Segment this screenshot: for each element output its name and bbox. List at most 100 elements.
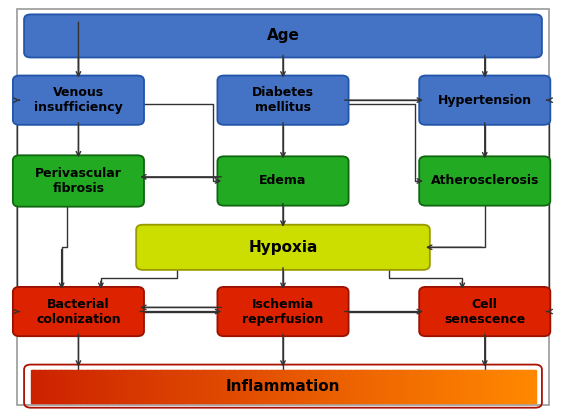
Bar: [268, 370, 270, 403]
Bar: [84, 370, 87, 403]
Bar: [76, 370, 79, 403]
Bar: [108, 370, 110, 403]
Bar: [441, 370, 443, 403]
Bar: [409, 370, 411, 403]
Bar: [461, 370, 464, 403]
Bar: [106, 370, 109, 403]
Bar: [345, 370, 348, 403]
Bar: [458, 370, 460, 403]
Bar: [505, 370, 507, 403]
Bar: [349, 370, 351, 403]
Bar: [32, 370, 35, 403]
Bar: [89, 370, 92, 403]
Bar: [377, 370, 379, 403]
Bar: [456, 370, 458, 403]
Bar: [48, 370, 50, 403]
Bar: [42, 370, 45, 403]
Bar: [152, 370, 154, 403]
Bar: [471, 370, 474, 403]
Bar: [404, 370, 406, 403]
Bar: [165, 370, 168, 403]
Bar: [397, 370, 400, 403]
Bar: [463, 370, 465, 403]
Bar: [372, 370, 374, 403]
Bar: [198, 370, 199, 403]
Bar: [58, 370, 60, 403]
Bar: [402, 370, 405, 403]
Bar: [246, 370, 248, 403]
Bar: [501, 370, 504, 403]
Bar: [426, 370, 428, 403]
Bar: [347, 370, 349, 403]
Bar: [34, 370, 36, 403]
Bar: [382, 370, 384, 403]
Bar: [307, 370, 309, 403]
Bar: [333, 370, 336, 403]
Bar: [496, 370, 499, 403]
Bar: [269, 370, 272, 403]
Bar: [354, 370, 356, 403]
Bar: [454, 370, 457, 403]
Bar: [273, 370, 275, 403]
Bar: [418, 370, 420, 403]
Bar: [113, 370, 115, 403]
Bar: [280, 370, 282, 403]
Bar: [75, 370, 77, 403]
Bar: [71, 370, 74, 403]
Bar: [480, 370, 482, 403]
Bar: [414, 370, 417, 403]
Bar: [530, 370, 533, 403]
Bar: [517, 370, 519, 403]
Bar: [53, 370, 55, 403]
Bar: [424, 370, 426, 403]
Bar: [423, 370, 425, 403]
Bar: [473, 370, 475, 403]
Bar: [357, 370, 359, 403]
Bar: [364, 370, 366, 403]
Bar: [177, 370, 179, 403]
Bar: [288, 370, 290, 403]
Bar: [110, 370, 112, 403]
Bar: [184, 370, 186, 403]
Bar: [406, 370, 408, 403]
Bar: [147, 370, 149, 403]
Bar: [157, 370, 159, 403]
Bar: [148, 370, 151, 403]
Bar: [256, 370, 258, 403]
Bar: [355, 370, 358, 403]
Bar: [507, 370, 509, 403]
Bar: [297, 370, 299, 403]
Bar: [56, 370, 58, 403]
Bar: [298, 370, 301, 403]
Bar: [446, 370, 448, 403]
Bar: [374, 370, 376, 403]
Bar: [332, 370, 334, 403]
Bar: [103, 370, 105, 403]
Text: Cell
senescence: Cell senescence: [444, 297, 525, 326]
Bar: [434, 370, 436, 403]
Bar: [130, 370, 132, 403]
Bar: [448, 370, 450, 403]
Bar: [135, 370, 138, 403]
Bar: [211, 370, 213, 403]
Bar: [508, 370, 511, 403]
Bar: [238, 370, 240, 403]
Bar: [323, 370, 325, 403]
Bar: [375, 370, 378, 403]
Bar: [214, 370, 216, 403]
Bar: [182, 370, 185, 403]
Bar: [162, 370, 164, 403]
Bar: [392, 370, 395, 403]
Bar: [266, 370, 268, 403]
Bar: [325, 370, 327, 403]
Bar: [44, 370, 46, 403]
Bar: [439, 370, 441, 403]
Bar: [248, 370, 250, 403]
Bar: [68, 370, 70, 403]
Bar: [488, 370, 490, 403]
Bar: [379, 370, 381, 403]
Bar: [396, 370, 398, 403]
Bar: [207, 370, 209, 403]
Bar: [429, 370, 431, 403]
Bar: [216, 370, 218, 403]
